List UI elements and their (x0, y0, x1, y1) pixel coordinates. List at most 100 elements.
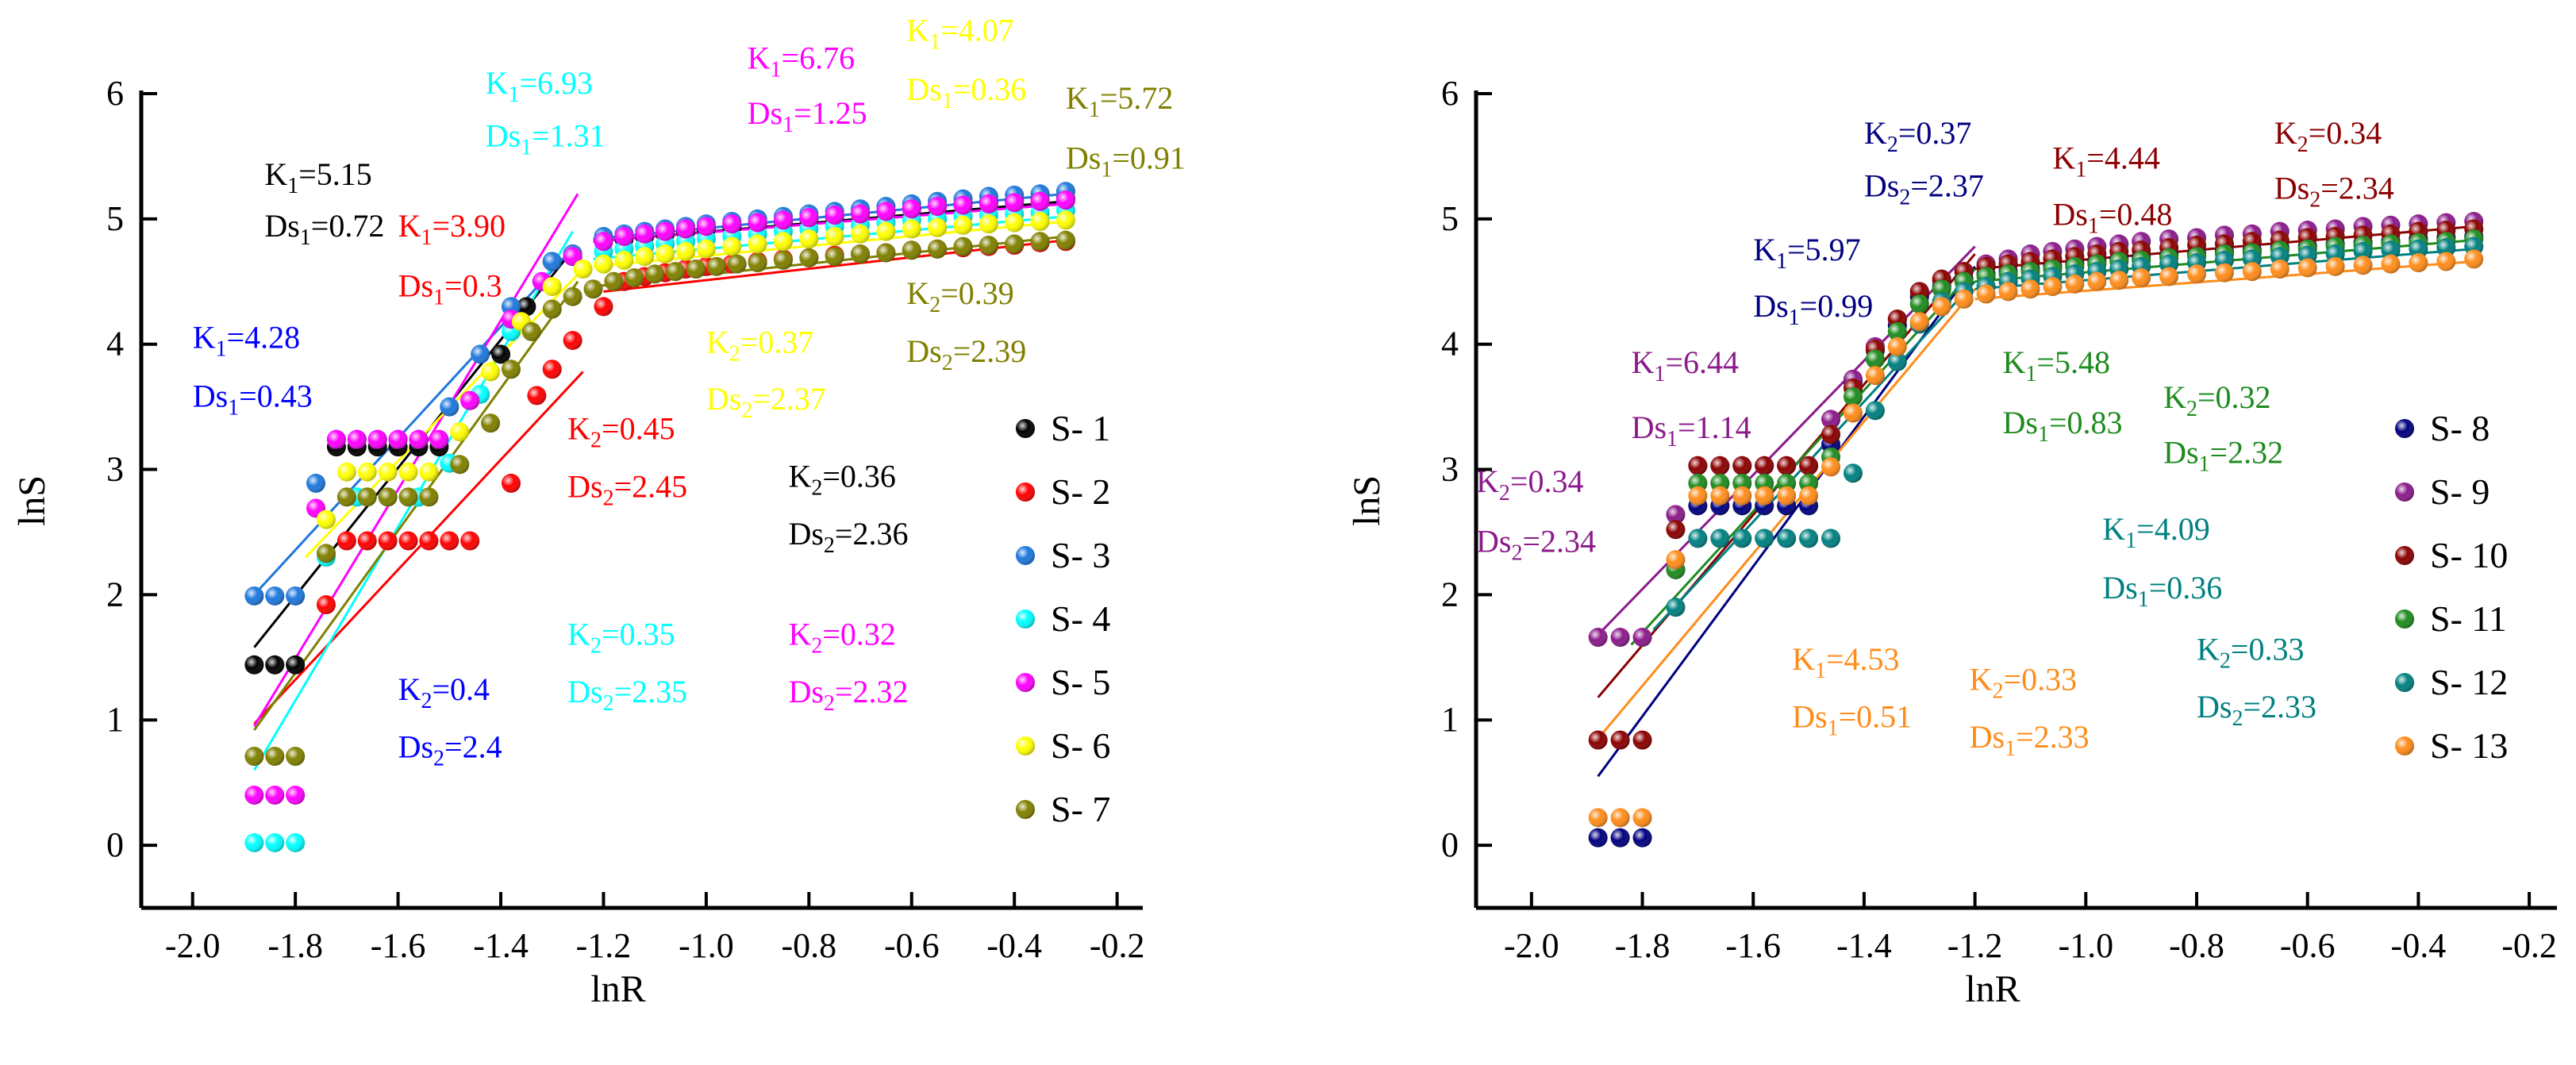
data-point (748, 253, 767, 273)
data-point (1632, 808, 1652, 828)
data-point (542, 359, 562, 379)
data-point (656, 221, 675, 241)
data-point (676, 219, 696, 239)
y-tick-label: 4 (1441, 325, 1459, 363)
data-point (265, 832, 285, 852)
data-point (1055, 190, 1075, 210)
data-point (1865, 401, 1885, 421)
series-S-7 (244, 230, 1075, 767)
data-point (2353, 256, 2373, 275)
data-point (460, 531, 480, 551)
data-point (481, 413, 501, 433)
data-point (1821, 409, 1841, 429)
data-point (244, 832, 264, 852)
data-point (1799, 529, 1819, 548)
annotation-label: K2=0.32 (788, 617, 895, 659)
x-tick-label: -0.2 (2501, 926, 2557, 965)
data-point (928, 239, 948, 259)
y-tick-label: 6 (1441, 74, 1459, 113)
chart-panel-2: 0 1 2 3 4 5 6 -2.0 -1.8 -1.6 -1.4 -1.2 -1.0 -0.8 -0.6 -… (1346, 74, 2557, 1010)
fit-line (253, 371, 584, 725)
data-point (419, 487, 439, 507)
data-point (1821, 425, 1841, 444)
data-point (501, 359, 521, 379)
fit-line (1597, 265, 1976, 778)
y-tick-label: 4 (106, 325, 124, 363)
data-point (748, 234, 767, 254)
data-point (450, 455, 470, 475)
data-point (825, 226, 844, 246)
data-point (1843, 386, 1863, 406)
annotation-label: Ds1=0.91 (1066, 140, 1186, 183)
annotation-label: Ds2=2.34 (2274, 171, 2394, 213)
data-point (625, 268, 644, 288)
legend-marker (2395, 609, 2414, 629)
data-point (1632, 628, 1652, 648)
y-axis-label: lnS (1346, 475, 1388, 526)
data-point (686, 259, 706, 279)
data-point (244, 655, 264, 675)
annotation-label: K1=4.44 (2052, 140, 2159, 183)
data-point (429, 429, 449, 449)
data-point (696, 239, 716, 259)
data-point (316, 544, 336, 563)
data-point (265, 586, 285, 606)
annotation-label: K1=6.44 (1632, 344, 1739, 386)
annotation-label: K1=6.93 (486, 65, 593, 107)
x-tick-label: -1.0 (2058, 926, 2113, 965)
data-point (450, 422, 470, 442)
x-tick-label: -1.8 (1615, 926, 1671, 965)
data-point (2409, 253, 2428, 273)
x-tick-label: -0.6 (884, 926, 940, 965)
data-point (517, 297, 536, 317)
data-point (2381, 254, 2401, 274)
data-point (604, 271, 624, 291)
annotation-label: Ds1=1.25 (748, 95, 867, 137)
data-point (1588, 628, 1608, 648)
y-axis-label: lnS (11, 475, 53, 526)
annotation-label: Ds1=0.72 (264, 208, 384, 250)
annotation-label: K1=4.09 (2102, 511, 2209, 553)
data-point (1688, 529, 1708, 548)
x-axis-label: lnR (590, 968, 645, 1010)
data-point (666, 262, 686, 282)
fit-line (253, 193, 579, 727)
data-point (2464, 249, 2484, 269)
data-point (2159, 267, 2179, 286)
y-tick-label: 1 (106, 700, 124, 739)
data-point (851, 244, 871, 264)
annotation-label: Ds1=0.3 (398, 268, 502, 310)
annotation-label: Ds1=0.43 (193, 379, 313, 421)
legend-label: S- 5 (1051, 662, 1110, 702)
data-point (336, 462, 356, 482)
data-point (1821, 529, 1841, 548)
data-point (2436, 238, 2456, 258)
data-point (357, 531, 377, 551)
data-point (398, 487, 418, 507)
y-tick-label: 3 (106, 450, 124, 489)
data-point (1710, 529, 1730, 548)
y-tick-label: 5 (106, 199, 124, 238)
data-point (1799, 456, 1819, 475)
data-point (1710, 456, 1730, 475)
data-point (2214, 263, 2234, 283)
data-point (419, 462, 439, 482)
data-point (1666, 520, 1686, 540)
y-tick-label: 3 (1441, 450, 1459, 489)
legend-marker (1016, 673, 1035, 692)
data-point (953, 236, 973, 256)
data-point (1610, 730, 1630, 750)
y-tick-label: 2 (1441, 575, 1459, 613)
legend-label: S- 6 (1051, 725, 1110, 766)
data-point (645, 264, 665, 284)
data-point (1755, 529, 1774, 548)
data-point (696, 217, 716, 236)
data-point (2325, 256, 2345, 276)
data-point (244, 586, 264, 606)
legend-marker (1016, 546, 1035, 565)
x-tick-label: -0.4 (986, 926, 1042, 965)
annotation-label: K1=4.28 (193, 319, 300, 361)
y-tick-label: 2 (106, 575, 124, 613)
x-tick-label: -0.8 (782, 926, 837, 965)
annotation-label: K1=4.53 (1792, 641, 1899, 683)
